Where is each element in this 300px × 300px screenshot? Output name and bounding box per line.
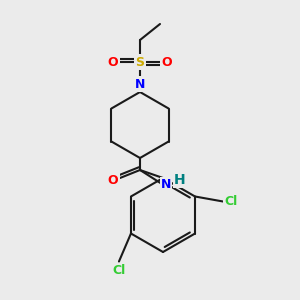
Text: Cl: Cl bbox=[112, 264, 126, 277]
Text: Cl: Cl bbox=[224, 195, 238, 208]
Text: O: O bbox=[162, 56, 172, 68]
Text: O: O bbox=[108, 173, 118, 187]
Text: N: N bbox=[135, 77, 145, 91]
Text: O: O bbox=[108, 56, 118, 68]
Text: H: H bbox=[174, 173, 186, 187]
Text: S: S bbox=[136, 56, 145, 68]
Text: N: N bbox=[161, 178, 171, 191]
